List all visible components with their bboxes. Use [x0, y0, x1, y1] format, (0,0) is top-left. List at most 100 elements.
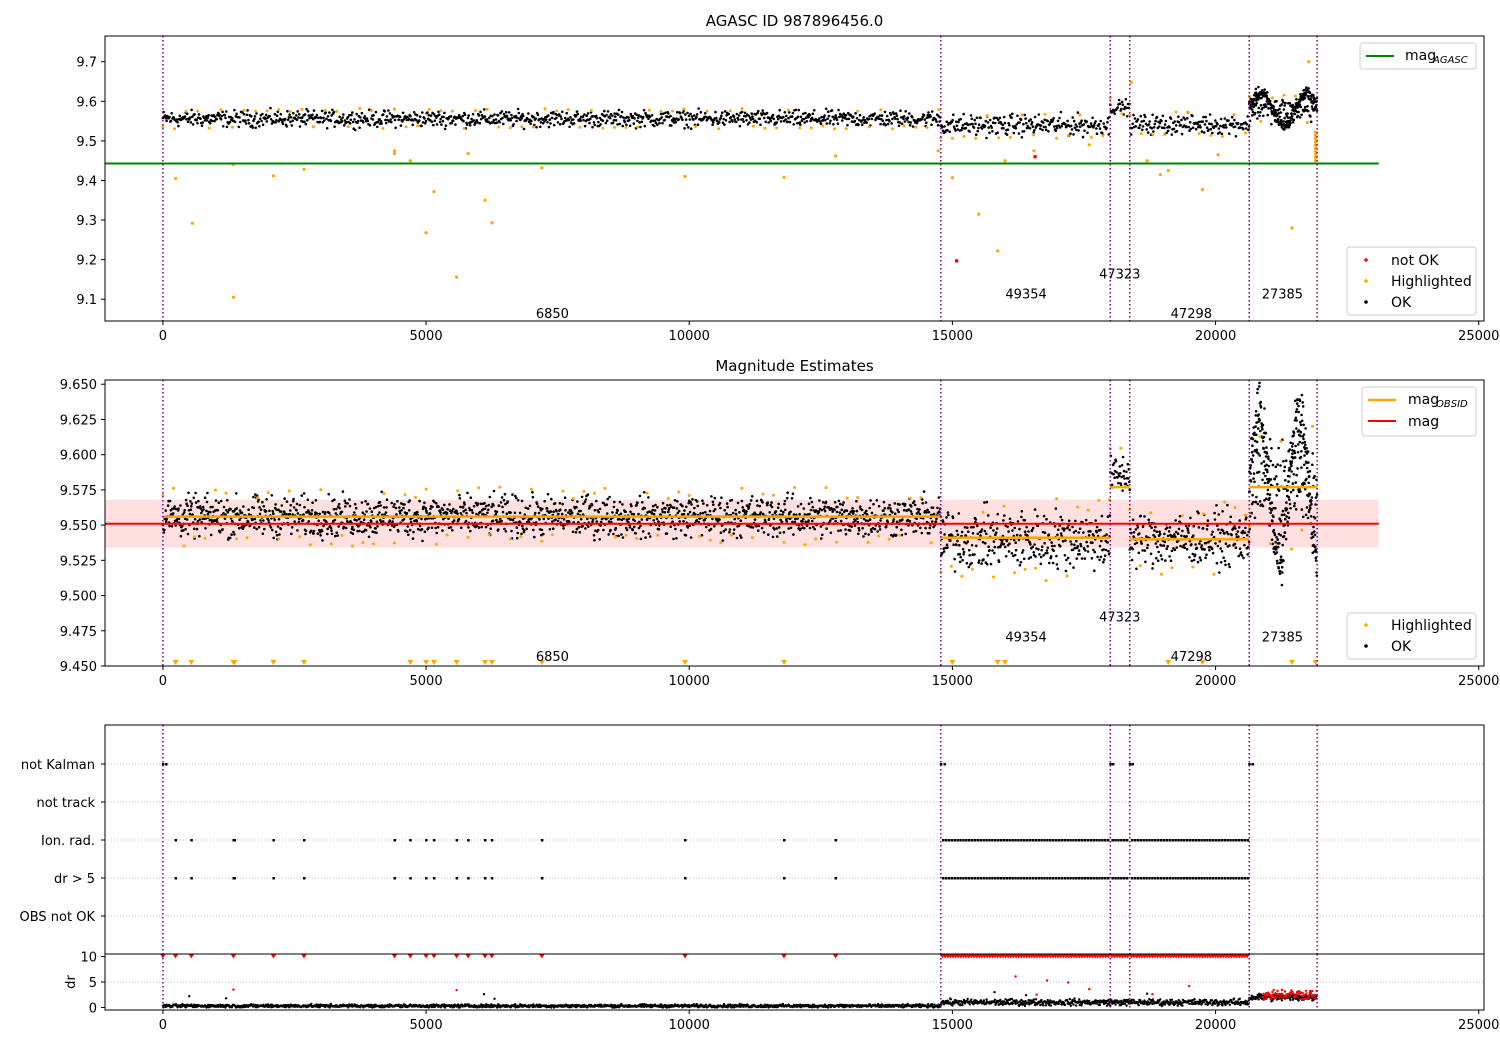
ok-point: [1231, 527, 1235, 530]
ok-point: [1271, 514, 1275, 517]
highlighted-point: [450, 109, 454, 113]
highlighted-point: [203, 536, 207, 540]
highlighted-point: [571, 497, 575, 501]
ok-point: [1010, 552, 1014, 555]
ok-point: [719, 506, 722, 510]
flag-point: [959, 839, 962, 842]
ok-point: [681, 118, 684, 122]
highlighted-point: [866, 540, 870, 544]
ok-point: [1030, 528, 1034, 532]
ok-point: [1120, 100, 1124, 104]
ok-point: [1083, 557, 1087, 560]
highlighted-point: [740, 107, 744, 110]
ok-point: [1055, 554, 1058, 558]
ok-point: [548, 528, 552, 531]
ok-point: [1091, 541, 1094, 544]
flag-label: not track: [36, 796, 95, 811]
flag-point: [979, 839, 983, 842]
ok-point: [697, 107, 700, 110]
ok-point: [886, 122, 890, 126]
ok-point: [699, 512, 702, 515]
ok-point: [1238, 547, 1242, 551]
ok-point: [1072, 119, 1076, 123]
ok-point: [289, 120, 292, 124]
ok-point: [507, 111, 511, 114]
highlighted-point: [1138, 564, 1142, 568]
ok-point: [1253, 103, 1257, 106]
highlighted-point: [214, 488, 217, 492]
ok-point: [758, 117, 762, 121]
highlighted-point: [636, 125, 640, 129]
ok-point: [195, 527, 199, 531]
ok-point: [1057, 124, 1060, 127]
ok-point: [665, 115, 669, 118]
ok-point: [1056, 533, 1059, 537]
ok-point: [269, 526, 273, 529]
flag-point: [1049, 839, 1052, 842]
ok-point: [1286, 489, 1289, 492]
ok-point: [1065, 558, 1068, 562]
flag-point: [540, 839, 544, 842]
ok-point: [397, 530, 400, 533]
ok-point: [1249, 464, 1252, 467]
ok-point: [297, 113, 301, 116]
highlighted-point: [358, 107, 362, 110]
ok-point: [516, 116, 519, 120]
highlighted-point: [782, 175, 786, 179]
ok-point: [1228, 544, 1231, 547]
ok-point: [842, 501, 845, 504]
ok-point: [936, 506, 939, 510]
ok-point: [1019, 560, 1023, 564]
ok-point: [1278, 115, 1281, 119]
ok-point: [888, 503, 891, 507]
ok-point: [527, 112, 530, 115]
ok-point: [1216, 544, 1220, 548]
ok-point: [675, 507, 679, 510]
ok-point: [516, 531, 519, 535]
ok-point: [1269, 511, 1272, 514]
ok-point: [969, 114, 973, 117]
ok-point: [377, 504, 380, 508]
highlighted-point: [393, 541, 396, 545]
ok-point: [1290, 464, 1293, 468]
clipped-marker: [188, 660, 195, 665]
ok-point: [1145, 128, 1148, 131]
ok-point: [563, 116, 567, 120]
ok-point: [1043, 542, 1046, 545]
ok-point: [332, 507, 336, 511]
ok-point: [830, 508, 834, 511]
ok-point: [1216, 122, 1219, 126]
ok-point: [494, 118, 498, 121]
flag-point: [834, 877, 838, 880]
ok-point: [538, 117, 541, 121]
ok-point: [839, 529, 843, 532]
ok-point: [661, 501, 665, 505]
highlighted-point: [288, 110, 292, 113]
ok-point: [543, 499, 546, 503]
ok-point: [927, 111, 930, 114]
highlighted-point: [1145, 159, 1149, 163]
highlighted-point: [466, 151, 470, 156]
ok-point: [402, 518, 406, 521]
ok-point: [1018, 121, 1021, 124]
ok-point: [1259, 429, 1262, 433]
ok-point: [346, 115, 350, 119]
highlighted-point: [593, 491, 596, 495]
ok-point: [727, 112, 731, 116]
ok-point: [191, 123, 195, 126]
ok-point: [817, 510, 821, 513]
clipped-marker: [1199, 660, 1206, 665]
ok-point: [1086, 131, 1089, 135]
ok-point: [276, 525, 280, 528]
ok-point: [505, 512, 509, 515]
ok-point: [711, 517, 714, 521]
ok-point: [252, 506, 256, 510]
ok-point: [164, 116, 168, 120]
ok-point: [464, 519, 468, 523]
ok-point: [918, 512, 922, 516]
ok-point: [306, 498, 310, 502]
ok-point: [1284, 479, 1287, 482]
ok-point: [1118, 474, 1121, 478]
clipped-marker: [949, 660, 956, 665]
ok-point: [184, 527, 187, 531]
